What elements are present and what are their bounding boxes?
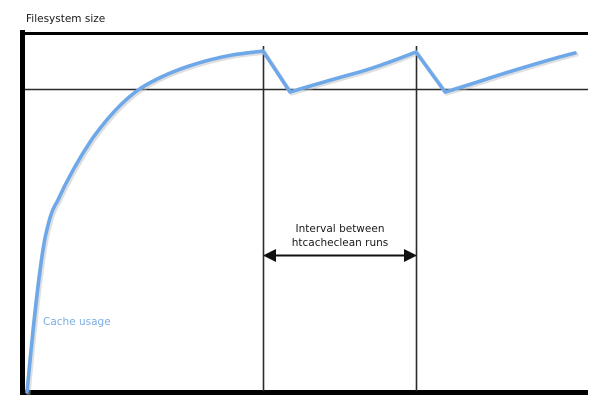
cache-usage-curve-shadow — [26, 50, 579, 396]
cache-usage-curve — [25, 49, 577, 394]
interval-annotation-line-1: Interval between — [296, 223, 385, 235]
interval-annotation-line-2: htcacheclean runs — [292, 237, 389, 249]
cache-usage-label: Cache usage — [43, 316, 111, 328]
interval-arrow — [263, 249, 417, 262]
interval-arrow-head-left — [263, 249, 276, 262]
interval-arrow-head-right — [404, 249, 417, 262]
filesystem-size-label: Filesystem size — [26, 13, 105, 25]
